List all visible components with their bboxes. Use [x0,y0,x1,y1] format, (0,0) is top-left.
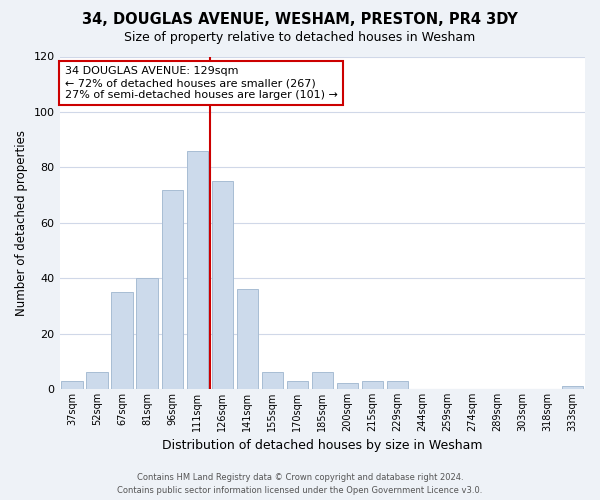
Bar [61,380,83,389]
Bar [187,150,208,389]
Bar [311,372,333,389]
Bar [287,380,308,389]
X-axis label: Distribution of detached houses by size in Wesham: Distribution of detached houses by size … [162,440,482,452]
Bar [362,380,383,389]
Text: Size of property relative to detached houses in Wesham: Size of property relative to detached ho… [124,31,476,44]
Bar [136,278,158,389]
Text: 34 DOUGLAS AVENUE: 129sqm
← 72% of detached houses are smaller (267)
27% of semi: 34 DOUGLAS AVENUE: 129sqm ← 72% of detac… [65,66,338,100]
Text: 34, DOUGLAS AVENUE, WESHAM, PRESTON, PR4 3DY: 34, DOUGLAS AVENUE, WESHAM, PRESTON, PR4… [82,12,518,28]
Bar [337,384,358,389]
Bar [112,292,133,389]
Text: Contains HM Land Registry data © Crown copyright and database right 2024.
Contai: Contains HM Land Registry data © Crown c… [118,473,482,495]
Bar [236,290,258,389]
Bar [262,372,283,389]
Bar [161,190,183,389]
Y-axis label: Number of detached properties: Number of detached properties [15,130,28,316]
Bar [562,386,583,389]
Bar [212,181,233,389]
Bar [387,380,408,389]
Bar [86,372,108,389]
